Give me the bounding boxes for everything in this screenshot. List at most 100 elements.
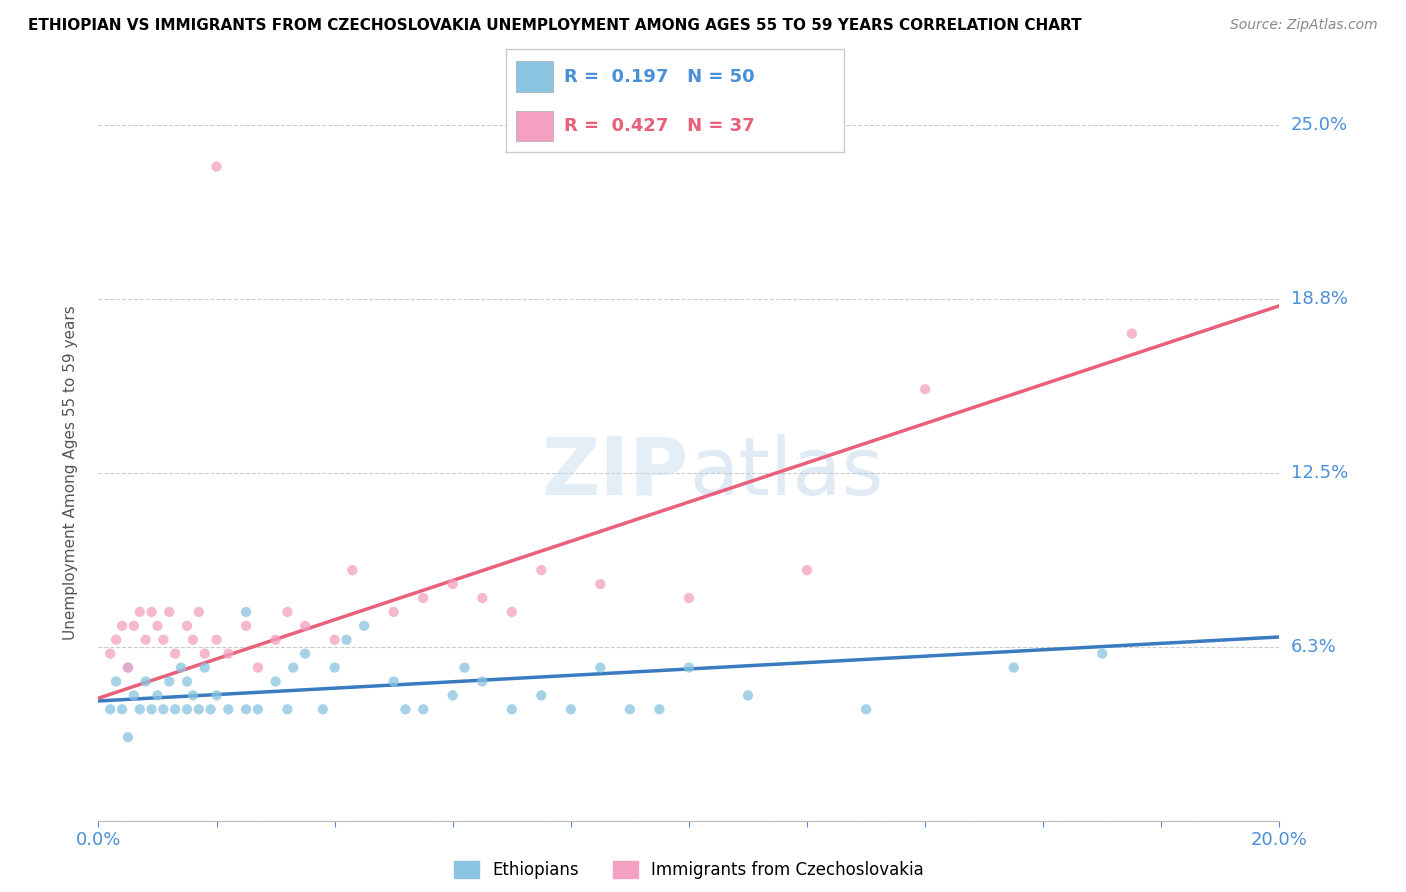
Point (111, 702, 134, 716)
Point (122, 689, 145, 703)
Point (200, 702, 222, 716)
Text: atlas: atlas (689, 434, 883, 512)
Bar (516, 62, 554, 92)
Point (323, 632, 346, 647)
Point (589, 577, 612, 591)
Point (128, 702, 150, 716)
Point (648, 702, 671, 716)
Point (152, 632, 174, 647)
Text: R =  0.197   N = 50: R = 0.197 N = 50 (564, 68, 754, 86)
Point (117, 660, 139, 674)
Point (412, 591, 434, 605)
Point (855, 702, 877, 716)
Point (157, 674, 180, 689)
Point (235, 619, 257, 633)
Point (530, 689, 553, 703)
Point (530, 563, 553, 577)
Text: 25.0%: 25.0% (1291, 116, 1348, 134)
Point (98, 702, 121, 716)
Point (560, 702, 582, 716)
Bar (516, 111, 554, 141)
Point (1121, 326, 1143, 341)
Point (176, 702, 198, 716)
Point (135, 632, 157, 647)
Point (117, 660, 139, 674)
Point (128, 605, 150, 619)
Point (187, 605, 209, 619)
Point (146, 689, 169, 703)
Point (176, 619, 198, 633)
Point (141, 605, 163, 619)
Point (353, 619, 375, 633)
Point (117, 730, 139, 744)
Point (382, 605, 405, 619)
Point (105, 674, 128, 689)
Point (501, 702, 523, 716)
Point (205, 689, 228, 703)
Point (294, 619, 316, 633)
Point (1002, 660, 1025, 674)
Point (382, 674, 405, 689)
Point (194, 647, 217, 661)
Point (441, 577, 464, 591)
Text: 18.8%: 18.8% (1291, 290, 1347, 308)
Text: Source: ZipAtlas.com: Source: ZipAtlas.com (1230, 18, 1378, 32)
Point (176, 674, 198, 689)
Point (276, 605, 298, 619)
Point (181, 632, 204, 647)
Point (619, 702, 641, 716)
Point (194, 660, 217, 674)
Point (283, 660, 305, 674)
Point (394, 702, 416, 716)
Point (412, 702, 434, 716)
Point (246, 660, 269, 674)
Point (205, 160, 228, 174)
Text: R =  0.427   N = 37: R = 0.427 N = 37 (564, 117, 754, 135)
Point (181, 689, 204, 703)
Point (165, 702, 187, 716)
Point (235, 605, 257, 619)
Text: ZIP: ZIP (541, 434, 689, 512)
Point (157, 605, 180, 619)
Point (105, 632, 128, 647)
Point (342, 563, 364, 577)
Point (471, 674, 494, 689)
Legend: Ethiopians, Immigrants from Czechoslovakia: Ethiopians, Immigrants from Czechoslovak… (454, 861, 924, 880)
Text: 6.3%: 6.3% (1291, 638, 1336, 656)
Point (246, 702, 269, 716)
Point (914, 382, 936, 396)
Point (146, 619, 169, 633)
Point (294, 647, 316, 661)
Point (217, 647, 239, 661)
Point (471, 591, 494, 605)
Point (235, 702, 257, 716)
Point (737, 689, 759, 703)
Point (135, 674, 157, 689)
Point (205, 632, 228, 647)
Point (111, 619, 134, 633)
Point (98, 647, 121, 661)
Point (217, 702, 239, 716)
Point (165, 647, 187, 661)
Text: ETHIOPIAN VS IMMIGRANTS FROM CZECHOSLOVAKIA UNEMPLOYMENT AMONG AGES 55 TO 59 YEA: ETHIOPIAN VS IMMIGRANTS FROM CZECHOSLOVA… (28, 18, 1081, 33)
Point (323, 660, 346, 674)
Point (441, 689, 464, 703)
Point (453, 660, 475, 674)
Point (122, 619, 145, 633)
Point (264, 674, 287, 689)
Point (335, 632, 357, 647)
Point (187, 702, 209, 716)
Y-axis label: Unemployment Among Ages 55 to 59 years: Unemployment Among Ages 55 to 59 years (63, 305, 77, 640)
Point (312, 702, 335, 716)
Point (141, 702, 163, 716)
Point (589, 660, 612, 674)
Point (152, 702, 174, 716)
Point (678, 591, 700, 605)
Point (1091, 647, 1114, 661)
Point (276, 702, 298, 716)
Point (678, 660, 700, 674)
Point (796, 563, 818, 577)
Point (264, 632, 287, 647)
Text: 12.5%: 12.5% (1291, 464, 1348, 482)
Point (501, 605, 523, 619)
